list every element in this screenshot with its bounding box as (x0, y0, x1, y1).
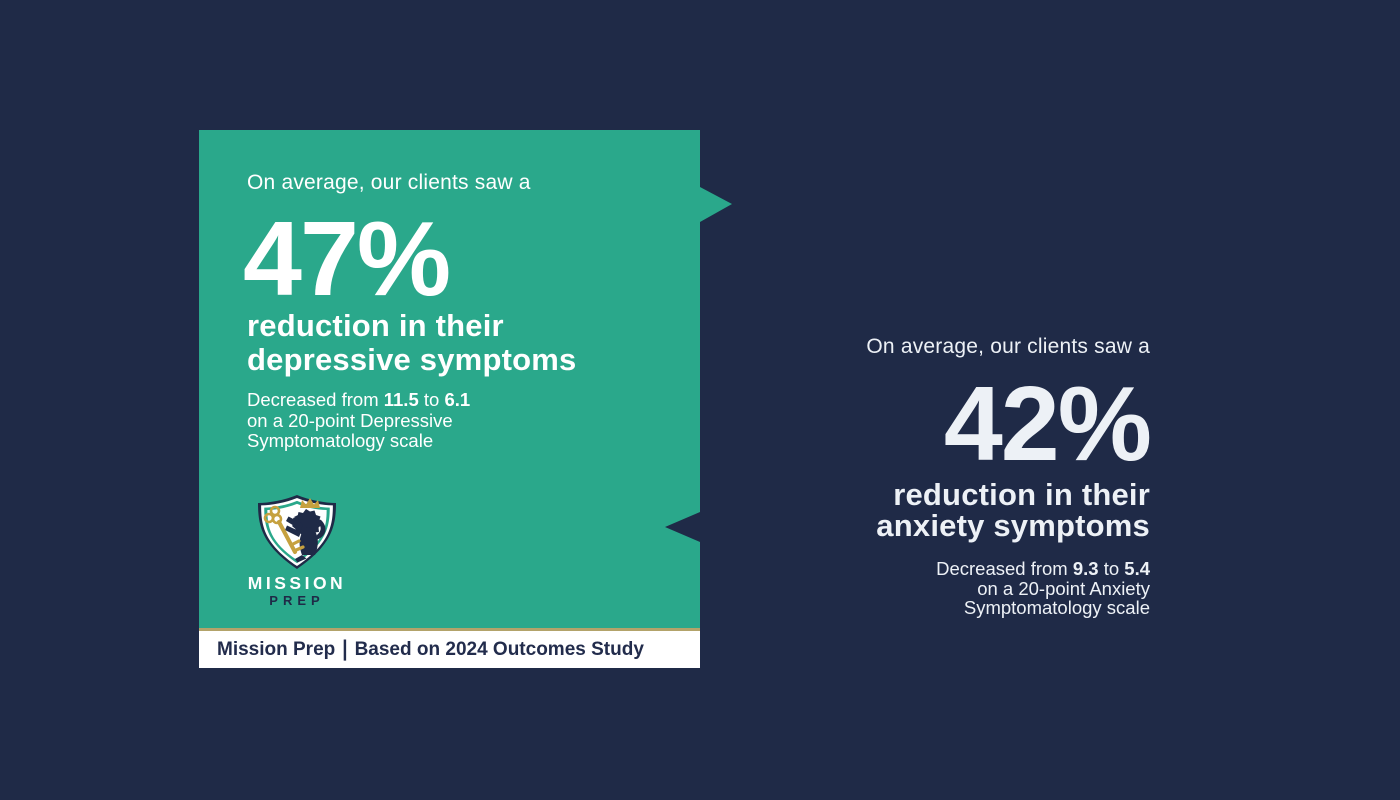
logo-wordmark-prep: PREP (269, 593, 325, 608)
detail-prefix: Decreased from (936, 558, 1073, 579)
stat-headline: reduction in their depressive symptoms (247, 309, 576, 377)
attribution-bar: Mission Prep | Based on 2024 Outcomes St… (199, 631, 700, 668)
detail-mid: to (1098, 558, 1125, 579)
stat-headline-line2: depressive symptoms (247, 342, 577, 377)
crown-icon (300, 498, 320, 508)
stat-headline: reduction in their anxiety symptoms (790, 479, 1150, 541)
stat-headline-line1: reduction in their (247, 308, 504, 343)
card-body: On average, our clients saw a 47% reduct… (199, 130, 732, 628)
stat-headline-line1: reduction in their (893, 477, 1150, 512)
key-icon (263, 505, 305, 554)
detail-to-value: 5.4 (1124, 558, 1150, 579)
logo-wordmark-mission: MISSION (247, 573, 347, 593)
detail-line3: Symptomatology scale (247, 430, 434, 451)
lion-icon (285, 509, 326, 563)
detail-from-value: 9.3 (1072, 558, 1099, 579)
brand-name: Mission Prep (217, 638, 336, 660)
detail-from-value: 11.5 (383, 389, 419, 410)
stat-detail: Decreased from 9.3 to 5.4 on a 20-point A… (790, 559, 1150, 618)
detail-prefix: Decreased from (247, 389, 384, 410)
detail-line2: on a 20-point Anxiety (977, 577, 1150, 599)
anxiety-stat-block: On average, our clients saw a 42% reduct… (790, 334, 1152, 634)
detail-line3: Symptomatology scale (963, 597, 1150, 618)
depression-stat-card: On average, our clients saw a 47% reduct… (199, 130, 732, 668)
gold-divider (199, 628, 700, 631)
percent-stat: 47% (243, 200, 451, 318)
attribution-text: Based on 2024 Outcomes Study (354, 638, 644, 660)
speech-tail-right-icon (700, 187, 732, 222)
stat-headline-line2: anxiety symptoms (876, 508, 1150, 543)
brand-logo: MISSION PREP (237, 492, 357, 608)
detail-mid: to (418, 389, 445, 410)
shield-icon (258, 495, 336, 569)
speech-notch-right-icon (665, 512, 700, 542)
detail-line2: on a 20-point Depressive (247, 409, 453, 431)
percent-stat: 42% (943, 365, 1152, 483)
stat-detail: Decreased from 11.5 to 6.1 on a 20-point … (247, 389, 471, 452)
separator: | (342, 636, 348, 661)
detail-to-value: 6.1 (444, 389, 471, 410)
intro-text: On average, our clients saw a (866, 335, 1150, 358)
intro-text: On average, our clients saw a (247, 171, 531, 194)
